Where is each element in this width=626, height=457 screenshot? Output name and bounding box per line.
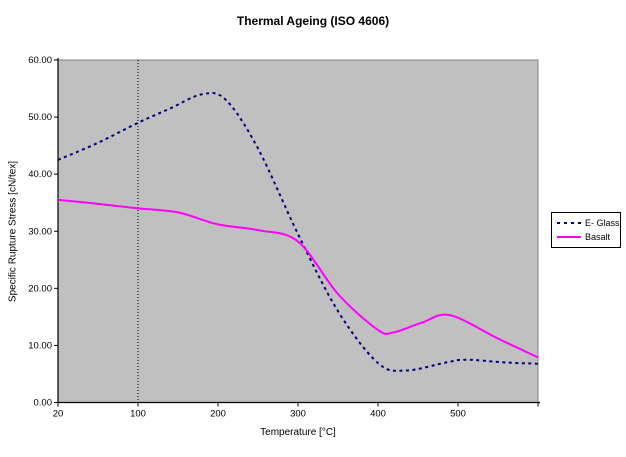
y-tick-label: 0.00 [34,398,53,409]
x-axis-title: Temperature [°C] [260,427,336,438]
series-line-e-glass [57,92,539,372]
y-tick-label: 20.00 [28,283,52,294]
legend-line-e-glass [557,222,581,224]
x-tick-label: 500 [450,409,466,420]
chart-title: Thermal Ageing (ISO 4606) [236,14,390,28]
y-tick-label: 50.00 [28,112,52,123]
legend-item-basalt: Basalt [556,230,618,244]
x-tick-label: 20 [53,409,64,420]
legend-item-e-glass: E- Glass [556,216,620,230]
y-tick-label: 10.00 [28,340,52,351]
plot-area [57,59,539,403]
x-tick-label: 300 [290,409,306,420]
legend-line-basalt [557,236,581,238]
x-tick-label: 400 [370,409,386,420]
x-tick-label: 200 [210,409,226,420]
legend: E- Glass Basalt [551,212,621,248]
y-axis-title: Specific Rupture Stress [cN/tex] [7,160,19,303]
legend-label-e-glass: E- Glass [585,218,620,228]
y-tick-label: 30.00 [28,226,52,237]
series-line-basalt [57,198,539,359]
x-tick-label: 100 [130,409,146,420]
legend-label-basalt: Basalt [585,232,611,242]
y-tick-label: 60.00 [28,55,52,66]
y-tick-label: 40.00 [28,169,52,180]
